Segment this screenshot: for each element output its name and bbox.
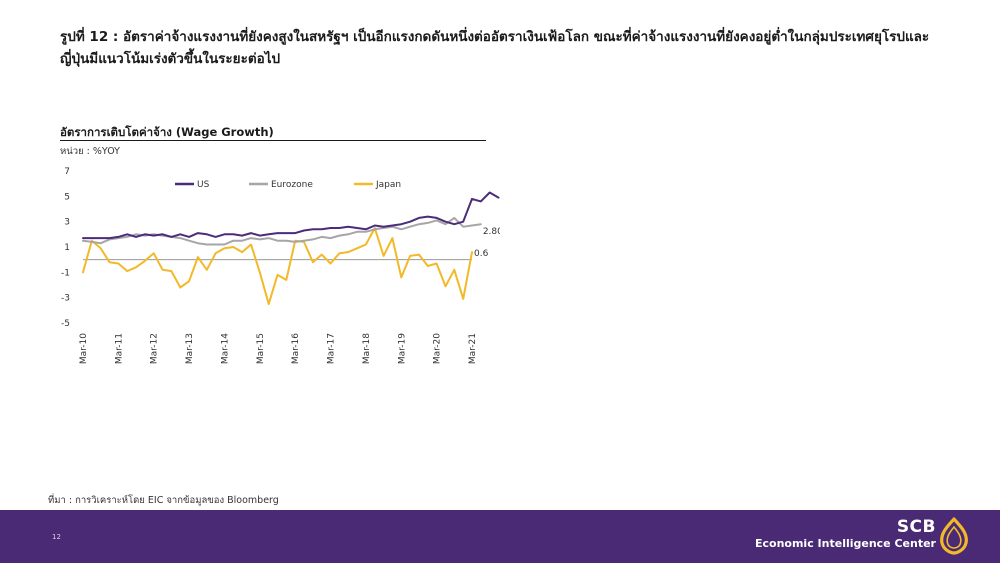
x-tick-label: Mar-20 xyxy=(433,333,443,364)
figure-heading: รูปที่ 12 : อัตราค่าจ้างแรงงานที่ยังคงสู… xyxy=(60,26,960,70)
y-tick-label: 5 xyxy=(64,192,70,202)
x-tick-label: Mar-12 xyxy=(150,333,160,364)
wage-growth-chart: 7 5 3 1 -1 -3 -5 Mar-10 Mar-11 Mar-12 Mar-13 Mar-14… xyxy=(61,167,500,364)
figure-heading-line-2: ญี่ปุ่นมีแนวโน้มเร่งตัวขึ้นในระยะต่อไป xyxy=(60,51,281,67)
legend-label-eurozone: Eurozone xyxy=(271,180,313,190)
y-tick-label: 7 xyxy=(64,167,70,177)
x-tick-label: Mar-17 xyxy=(327,333,337,364)
chart-title: อัตราการเติบโตค่าจ้าง (Wage Growth) xyxy=(60,125,274,139)
page-number: 12 xyxy=(52,533,61,541)
x-tick-label: Mar-13 xyxy=(185,333,195,364)
y-tick-label: -1 xyxy=(61,268,70,278)
series-line-japan xyxy=(82,227,473,305)
footer-bar: 12 SCB Economic Intelligence Center xyxy=(0,510,1000,563)
chart-unit-label: หน่วย : %YOY xyxy=(60,146,120,157)
legend-label-japan: Japan xyxy=(375,180,401,190)
end-label-eurozone: 2.80 xyxy=(483,227,500,237)
x-tick-label: Mar-14 xyxy=(220,333,230,364)
figure-heading-line-1: รูปที่ 12 : อัตราค่าจ้างแรงงานที่ยังคงสู… xyxy=(60,29,930,45)
brand-subtitle: Economic Intelligence Center xyxy=(754,537,936,550)
legend-label-us: US xyxy=(197,180,210,190)
brand-name: SCB xyxy=(896,517,936,537)
x-tick-label: Mar-10 xyxy=(79,333,89,364)
series-line-eurozone xyxy=(82,216,482,246)
x-tick-label: Mar-11 xyxy=(114,333,124,364)
x-tick-label: Mar-18 xyxy=(362,333,372,364)
chart-title-rule xyxy=(60,140,486,141)
x-tick-label: Mar-21 xyxy=(468,333,478,364)
x-tick-label: Mar-19 xyxy=(397,333,407,364)
y-tick-label: 1 xyxy=(64,243,70,253)
scb-logo-icon xyxy=(940,517,968,555)
x-tick-label: Mar-16 xyxy=(291,333,301,364)
end-label-japan: 0.6 xyxy=(474,249,489,259)
y-tick-label: 3 xyxy=(64,218,70,228)
y-tick-label: -3 xyxy=(61,294,70,304)
brand-block: SCB Economic Intelligence Center xyxy=(755,518,936,551)
y-tick-label: -5 xyxy=(61,319,70,329)
source-note: ที่มา : การวิเคราะห์โดย EIC จากข้อมูลของ… xyxy=(48,495,279,506)
series-line-us xyxy=(82,191,500,240)
x-tick-label: Mar-15 xyxy=(256,333,266,364)
